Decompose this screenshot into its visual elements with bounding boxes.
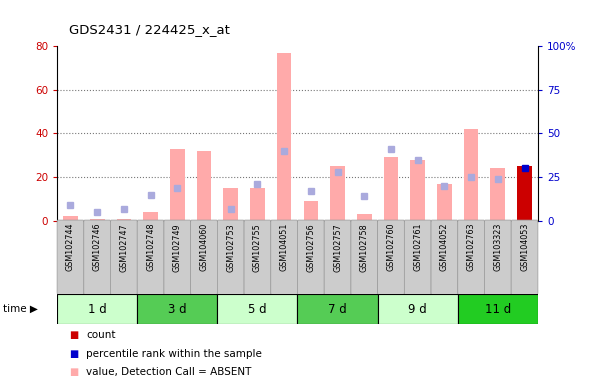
FancyBboxPatch shape: [324, 220, 351, 295]
FancyBboxPatch shape: [511, 220, 538, 295]
Text: GSM102760: GSM102760: [386, 223, 395, 271]
Text: GSM102747: GSM102747: [120, 223, 129, 271]
FancyBboxPatch shape: [191, 220, 218, 295]
Text: value, Detection Call = ABSENT: value, Detection Call = ABSENT: [86, 367, 251, 377]
Text: GSM104060: GSM104060: [200, 223, 209, 271]
Text: ■: ■: [69, 330, 78, 340]
Bar: [297, 294, 377, 324]
Bar: [437, 184, 452, 221]
FancyBboxPatch shape: [431, 220, 458, 295]
Text: 7 d: 7 d: [328, 303, 347, 316]
FancyBboxPatch shape: [351, 220, 377, 295]
Bar: [170, 149, 185, 221]
Text: GSM102755: GSM102755: [253, 223, 262, 272]
Bar: [57, 294, 137, 324]
FancyBboxPatch shape: [297, 220, 324, 295]
Bar: [218, 294, 297, 324]
Text: GSM102748: GSM102748: [146, 223, 155, 271]
FancyBboxPatch shape: [244, 220, 271, 295]
FancyBboxPatch shape: [164, 220, 191, 295]
Text: GDS2431 / 224425_x_at: GDS2431 / 224425_x_at: [69, 23, 230, 36]
FancyBboxPatch shape: [271, 220, 297, 295]
Bar: [330, 166, 345, 221]
Text: GSM102749: GSM102749: [173, 223, 182, 271]
Bar: [377, 294, 458, 324]
FancyBboxPatch shape: [404, 220, 431, 295]
Bar: [250, 188, 265, 221]
FancyBboxPatch shape: [377, 220, 404, 295]
Text: time ▶: time ▶: [3, 304, 38, 314]
Text: 1 d: 1 d: [88, 303, 106, 316]
Text: 3 d: 3 d: [168, 303, 186, 316]
FancyBboxPatch shape: [84, 220, 111, 295]
Bar: [143, 212, 158, 221]
Text: count: count: [86, 330, 115, 340]
Text: 11 d: 11 d: [484, 303, 511, 316]
Text: GSM102753: GSM102753: [226, 223, 235, 271]
FancyBboxPatch shape: [218, 220, 244, 295]
Bar: [357, 214, 371, 221]
Text: GSM102761: GSM102761: [413, 223, 422, 271]
Bar: [63, 217, 78, 221]
Bar: [490, 169, 505, 221]
Text: GSM102757: GSM102757: [333, 223, 342, 272]
Text: 9 d: 9 d: [408, 303, 427, 316]
Text: GSM102746: GSM102746: [93, 223, 102, 271]
FancyBboxPatch shape: [111, 220, 137, 295]
Text: GSM102756: GSM102756: [307, 223, 316, 271]
Text: GSM104051: GSM104051: [279, 223, 288, 271]
Bar: [304, 201, 318, 221]
Bar: [410, 160, 425, 221]
Text: ■: ■: [69, 367, 78, 377]
Text: percentile rank within the sample: percentile rank within the sample: [86, 349, 262, 359]
Bar: [517, 166, 532, 221]
Bar: [458, 294, 538, 324]
Bar: [90, 218, 105, 221]
Text: 5 d: 5 d: [248, 303, 267, 316]
Bar: [383, 157, 398, 221]
Bar: [464, 129, 478, 221]
Text: GSM103323: GSM103323: [493, 223, 502, 271]
FancyBboxPatch shape: [57, 220, 84, 295]
Bar: [197, 151, 212, 221]
Bar: [117, 218, 131, 221]
FancyBboxPatch shape: [458, 220, 484, 295]
FancyBboxPatch shape: [137, 220, 164, 295]
Bar: [137, 294, 218, 324]
Text: GSM104052: GSM104052: [440, 223, 449, 271]
Text: GSM102744: GSM102744: [66, 223, 75, 271]
Text: ■: ■: [69, 349, 78, 359]
Text: GSM102763: GSM102763: [466, 223, 475, 271]
Text: GSM102758: GSM102758: [360, 223, 369, 271]
Text: GSM104053: GSM104053: [520, 223, 529, 271]
Bar: [277, 53, 291, 221]
Bar: [224, 188, 238, 221]
FancyBboxPatch shape: [484, 220, 511, 295]
